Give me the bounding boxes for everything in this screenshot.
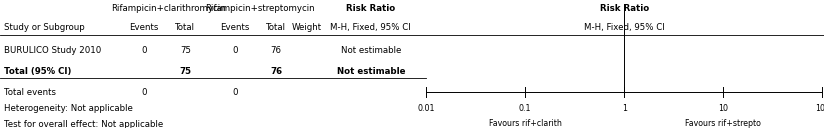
Text: BURULICO Study 2010: BURULICO Study 2010 xyxy=(4,46,101,55)
Text: 100: 100 xyxy=(815,104,824,113)
Text: Rifampicin+streptomycin: Rifampicin+streptomycin xyxy=(204,4,315,13)
Text: Favours rif+clarith: Favours rif+clarith xyxy=(489,119,561,128)
Text: Not estimable: Not estimable xyxy=(340,46,401,55)
Text: 76: 76 xyxy=(270,46,282,55)
Text: Weight: Weight xyxy=(292,23,321,32)
Text: Risk Ratio: Risk Ratio xyxy=(600,4,648,13)
Text: M-H, Fixed, 95% CI: M-H, Fixed, 95% CI xyxy=(330,23,411,32)
Text: Total (95% CI): Total (95% CI) xyxy=(4,67,72,76)
Text: 75: 75 xyxy=(180,46,191,55)
Text: Favours rif+strepto: Favours rif+strepto xyxy=(686,119,761,128)
Text: Events: Events xyxy=(129,23,159,32)
Text: Events: Events xyxy=(220,23,250,32)
Text: 0.01: 0.01 xyxy=(417,104,435,113)
Text: Total: Total xyxy=(266,23,286,32)
Text: 75: 75 xyxy=(180,67,191,76)
Text: M-H, Fixed, 95% CI: M-H, Fixed, 95% CI xyxy=(584,23,664,32)
Text: 10: 10 xyxy=(719,104,728,113)
Text: Risk Ratio: Risk Ratio xyxy=(346,4,396,13)
Text: Total events: Total events xyxy=(4,88,56,97)
Text: 76: 76 xyxy=(270,67,282,76)
Text: Rifampicin+clarithromycin: Rifampicin+clarithromycin xyxy=(111,4,227,13)
Text: Not estimable: Not estimable xyxy=(336,67,405,76)
Text: 0: 0 xyxy=(142,46,147,55)
Text: 0: 0 xyxy=(142,88,147,97)
Text: 0.1: 0.1 xyxy=(519,104,531,113)
Text: Heterogeneity: Not applicable: Heterogeneity: Not applicable xyxy=(4,104,133,113)
Text: Total: Total xyxy=(176,23,195,32)
Text: 0: 0 xyxy=(232,46,237,55)
Text: 0: 0 xyxy=(232,88,237,97)
Text: Study or Subgroup: Study or Subgroup xyxy=(4,23,85,32)
Text: Test for overall effect: Not applicable: Test for overall effect: Not applicable xyxy=(4,120,163,128)
Text: 1: 1 xyxy=(621,104,627,113)
